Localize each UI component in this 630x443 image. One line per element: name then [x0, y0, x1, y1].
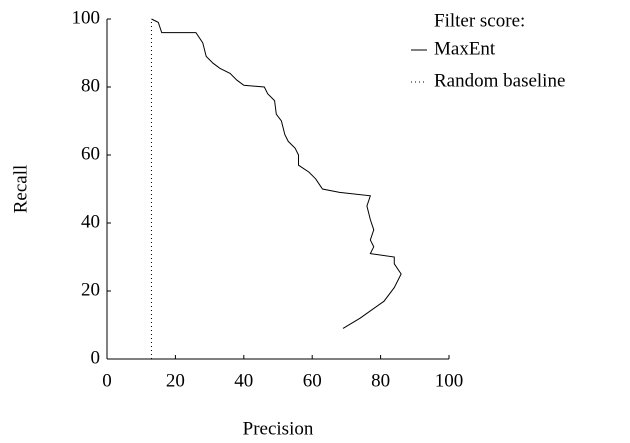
x-axis-label: Precision: [243, 418, 314, 439]
y-tick-label: 80: [81, 75, 100, 96]
x-tick-label: 20: [166, 370, 185, 391]
x-tick-label: 0: [102, 370, 112, 391]
x-tick-label: 60: [303, 370, 322, 391]
x-tick-label: 40: [234, 370, 253, 391]
legend-title: Filter score:: [434, 10, 525, 31]
legend-label: MaxEnt: [434, 38, 496, 59]
y-tick-label: 60: [81, 143, 100, 164]
y-tick-label: 40: [81, 211, 100, 232]
y-axis-label: Recall: [10, 165, 31, 214]
y-tick-label: 20: [81, 279, 100, 300]
y-tick-label: 100: [72, 7, 101, 28]
line-series: [151, 18, 402, 329]
x-tick-label: 80: [371, 370, 390, 391]
legend-label: Random baseline: [434, 70, 565, 91]
y-tick-label: 0: [91, 347, 101, 368]
x-tick-label: 100: [435, 370, 464, 391]
